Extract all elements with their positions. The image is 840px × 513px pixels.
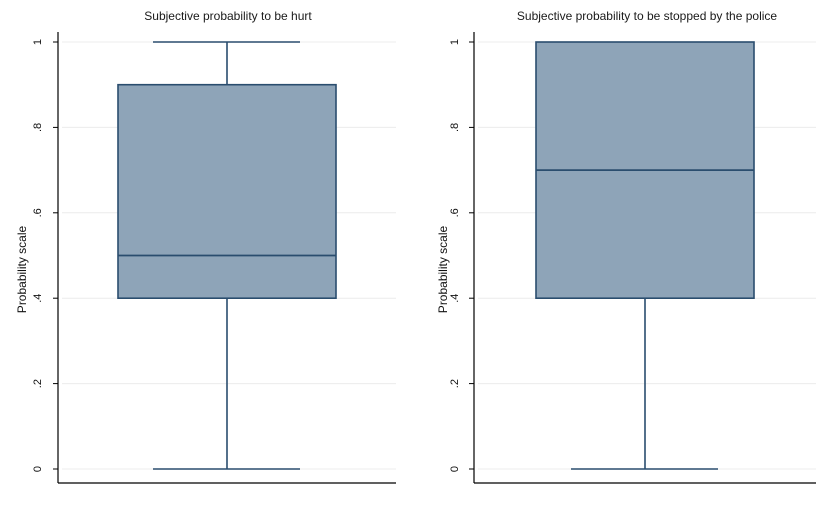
panel-2-y-tick-label-3: .6	[449, 208, 461, 217]
panel-1-y-tick-label-1: .2	[32, 379, 44, 388]
panel-1-y-tick-label-2: .4	[32, 294, 44, 303]
panel-2-y-tick-label-1: .2	[449, 379, 461, 388]
panel-1-y-tick-label-0: 0	[32, 466, 44, 472]
panel-2-y-tick-label-0: 0	[449, 466, 461, 472]
panel-2-y-axis-label: Probability scale	[436, 225, 450, 313]
panel-2-y-tick-label-4: .8	[449, 123, 461, 132]
panel-1-y-axis-label: Probability scale	[15, 225, 29, 313]
panel-2-y-tick-label-5: 1	[449, 39, 461, 45]
panel-1-y-tick-label-3: .6	[32, 208, 44, 217]
panel-1-iqr-box	[117, 83, 337, 299]
panel-1-y-tick-label-5: 1	[32, 39, 44, 45]
panel-1-title: Subjective probability to be hurt	[144, 9, 312, 23]
panel-2-y-tick-label-2: .4	[449, 294, 461, 303]
panel-1-y-tick-label-4: .8	[32, 123, 44, 132]
panel-2-title: Subjective probability to be stopped by …	[517, 9, 777, 23]
